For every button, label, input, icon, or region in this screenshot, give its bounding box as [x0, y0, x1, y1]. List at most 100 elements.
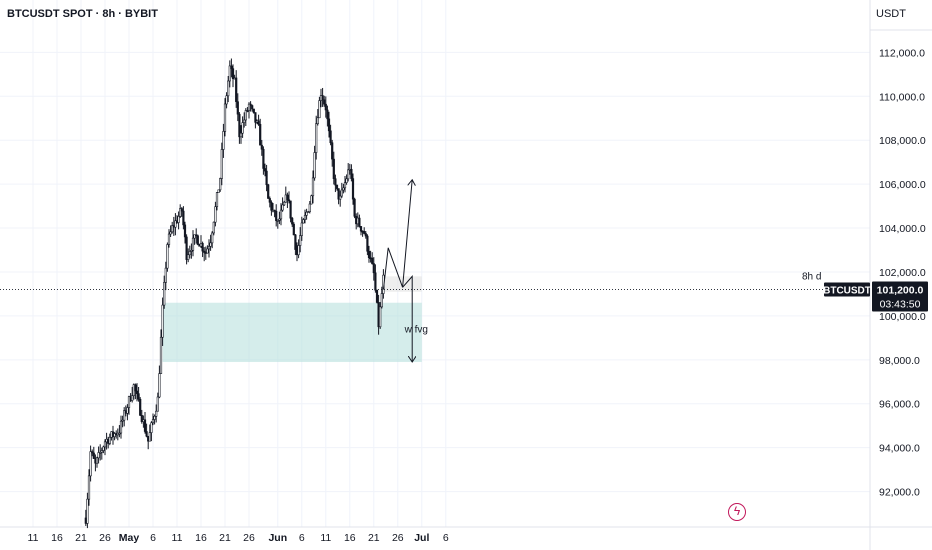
- candle: [305, 211, 308, 216]
- candle: [327, 118, 331, 132]
- candle: [131, 395, 134, 401]
- candle: [275, 210, 278, 221]
- candle: [241, 122, 244, 134]
- candle: [281, 204, 284, 211]
- candle: [153, 415, 156, 420]
- candle: [308, 203, 311, 213]
- candle: [329, 130, 332, 144]
- candle: [243, 119, 246, 123]
- candle: [230, 65, 233, 69]
- candle: [350, 168, 353, 179]
- candle: [190, 249, 193, 252]
- currency-label[interactable]: USDT: [876, 8, 906, 20]
- candle: [100, 450, 103, 453]
- candle: [249, 103, 252, 106]
- candle: [193, 234, 196, 239]
- candle: [183, 224, 187, 238]
- candle: [291, 217, 294, 225]
- y-tick-label: 92,000.0: [879, 487, 920, 499]
- candle: [302, 219, 305, 224]
- candle: [121, 419, 124, 422]
- y-tick-label: 98,000.0: [879, 355, 920, 367]
- candle: [137, 393, 140, 400]
- candle: [163, 282, 166, 306]
- candle: [315, 123, 318, 153]
- candle: [191, 237, 195, 251]
- candle: [228, 65, 231, 82]
- x-tick-label: 26: [392, 532, 404, 544]
- y-tick-label: 112,000.0: [879, 47, 925, 59]
- candle: [371, 257, 374, 264]
- candle: [367, 250, 371, 259]
- candle: [340, 189, 343, 197]
- candle: [91, 451, 94, 454]
- candle: [342, 187, 345, 191]
- candle: [259, 124, 262, 146]
- candle: [276, 220, 279, 222]
- chart-title: BTCUSDT SPOT · 8h · BYBIT: [7, 8, 158, 20]
- candle: [217, 189, 220, 193]
- candle: [95, 457, 99, 464]
- candle: [148, 432, 151, 442]
- candle: [97, 452, 100, 459]
- candle: [278, 218, 281, 221]
- candle: [326, 109, 329, 120]
- candle: [158, 373, 161, 398]
- y-tick-label: 94,000.0: [879, 443, 920, 455]
- x-tick-label: 16: [51, 532, 63, 544]
- candle: [196, 235, 199, 245]
- candle: [102, 446, 105, 451]
- candle: [219, 178, 222, 191]
- candle: [379, 306, 382, 328]
- candle: [119, 420, 123, 434]
- candle: [187, 254, 190, 260]
- bolt-icon[interactable]: ϟ: [728, 503, 746, 521]
- x-tick-label: 21: [75, 532, 87, 544]
- price-tag-value: 101,200.0: [877, 285, 924, 297]
- candle: [359, 226, 363, 232]
- x-tick-label: 11: [28, 532, 39, 544]
- candle: [307, 211, 310, 214]
- candle: [222, 131, 225, 150]
- candle: [246, 110, 249, 112]
- y-tick-label: 110,000.0: [879, 91, 925, 103]
- candle: [286, 194, 289, 201]
- candle: [332, 158, 335, 179]
- candle: [140, 415, 143, 422]
- candle: [267, 184, 270, 199]
- candle: [156, 396, 159, 412]
- candle: [206, 248, 209, 254]
- price-tag: [872, 281, 928, 312]
- symbol-tag: [824, 282, 870, 297]
- candle: [211, 232, 214, 244]
- candle: [324, 103, 327, 111]
- candle: [185, 236, 188, 260]
- candle: [265, 170, 268, 186]
- candle: [127, 396, 131, 408]
- candle: [169, 231, 172, 235]
- x-tick-label: 11: [172, 532, 183, 544]
- candle: [238, 113, 241, 138]
- x-tick-label: 21: [219, 532, 231, 544]
- y-tick-label: 108,000.0: [879, 135, 926, 147]
- candle: [300, 222, 303, 236]
- candle: [151, 419, 155, 424]
- candle: [135, 390, 139, 394]
- candle: [171, 225, 174, 233]
- candle: [180, 208, 183, 212]
- candle: [297, 245, 300, 256]
- candle: [236, 101, 239, 115]
- candle: [108, 437, 111, 444]
- candle: [239, 132, 243, 138]
- candle: [321, 95, 324, 101]
- candle: [292, 223, 295, 236]
- candle: [143, 419, 147, 432]
- y-tick-label: 106,000.0: [879, 179, 926, 191]
- y-tick-label: 104,000.0: [879, 223, 926, 235]
- candle: [212, 221, 215, 234]
- candle: [179, 208, 182, 217]
- candle: [311, 177, 315, 197]
- candle: [313, 152, 316, 179]
- candle: [299, 235, 302, 246]
